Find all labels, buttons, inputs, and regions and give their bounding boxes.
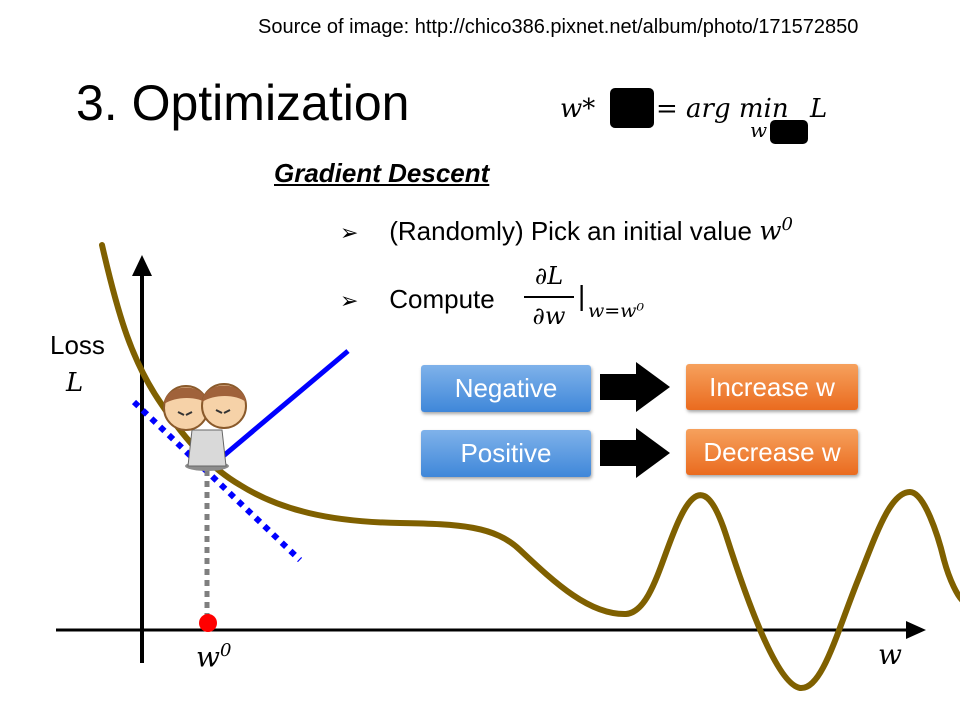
negative-button: Negative: [421, 365, 591, 412]
loss-curve: [99, 242, 960, 691]
tangent-line: [131, 399, 303, 563]
bullet-math-w: w: [759, 216, 782, 247]
formula-subscript-w: w: [750, 118, 768, 142]
bullet-text: Compute: [389, 284, 495, 314]
bullet-compute: ➢ Compute: [340, 284, 495, 315]
w0-label: w0: [196, 640, 231, 673]
redaction-box: [610, 88, 654, 128]
w0-label-sup: 0: [219, 640, 232, 661]
evaluation-subscript: w=w⁰: [588, 300, 645, 322]
cartoon-character-icon: [163, 383, 247, 471]
w0-label-w: w: [196, 640, 220, 674]
w0-point: [199, 614, 217, 632]
fraction-bar: [524, 296, 574, 298]
equals-argmin: = arg min: [656, 94, 789, 124]
arrow-icon: [600, 362, 670, 412]
section-subtitle: Gradient Descent: [274, 158, 490, 188]
x-axis-arrow: [906, 621, 926, 639]
redaction-box-small: [770, 120, 808, 144]
bullet-arrow-icon: ➢: [340, 219, 359, 245]
fraction-numerator: ∂L: [534, 262, 564, 290]
evaluation-bar: |: [578, 280, 586, 311]
positive-button: Positive: [421, 430, 591, 477]
bullet-text: (Randomly) Pick an initial value: [389, 215, 752, 246]
argmin-formula: w* = arg min L w: [560, 88, 827, 148]
loss-L-label: L: [66, 368, 84, 398]
w-axis-label: w: [878, 638, 902, 671]
direction-line: [213, 349, 350, 465]
slide-title: 3. Optimization: [76, 75, 410, 131]
y-axis-arrow: [132, 255, 152, 276]
increase-w-button: Increase w: [686, 364, 858, 410]
arrow-icon: [600, 428, 670, 478]
bullet-arrow-icon: ➢: [340, 288, 359, 313]
loss-label: Loss: [50, 330, 105, 360]
bullet-math-sup: 0: [781, 214, 793, 235]
image-source: Source of image: http://chico386.pixnet.…: [258, 16, 859, 38]
decrease-w-button: Decrease w: [686, 429, 858, 475]
fraction-denominator: ∂w: [532, 302, 566, 330]
w-star: w*: [560, 94, 596, 124]
bullet-pick-initial: ➢ (Randomly) Pick an initial value w0: [340, 214, 793, 247]
formula-L: L: [810, 94, 828, 124]
